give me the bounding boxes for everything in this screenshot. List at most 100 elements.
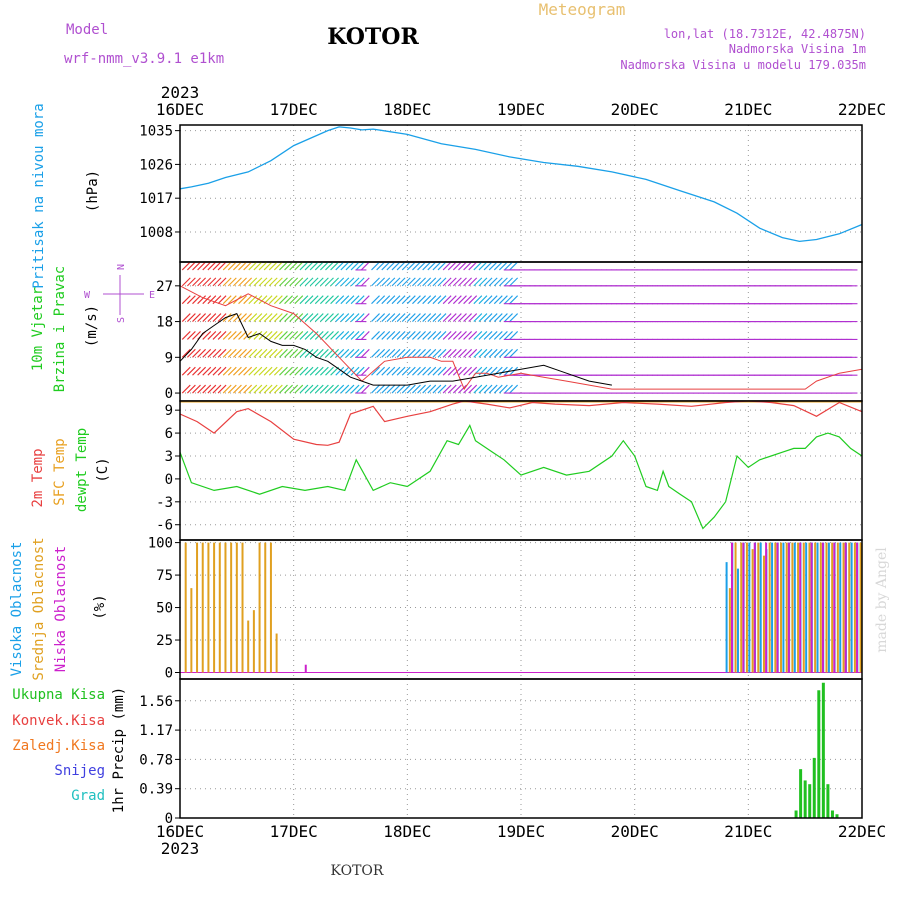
wind-barb bbox=[268, 366, 278, 376]
wind-barb bbox=[406, 384, 416, 394]
wind-barb bbox=[238, 261, 247, 271]
wind-barb bbox=[263, 261, 273, 271]
wind-barb bbox=[468, 331, 478, 340]
y-tick-label: 27 bbox=[156, 279, 173, 295]
wind-barb bbox=[309, 366, 319, 376]
wind-barb bbox=[273, 366, 283, 376]
wind-barb bbox=[268, 261, 278, 271]
wind-barb bbox=[294, 348, 304, 358]
wind-barb bbox=[350, 313, 360, 322]
wind-barb bbox=[427, 295, 437, 305]
wind-barb bbox=[422, 384, 432, 394]
wind-barb bbox=[458, 331, 467, 340]
wind-barb bbox=[202, 384, 212, 394]
wind-barb bbox=[412, 384, 421, 394]
y-tick-label: -6 bbox=[156, 518, 173, 534]
y-tick-label: 0 bbox=[165, 811, 173, 827]
wind-barb bbox=[396, 261, 406, 271]
wind-barb bbox=[279, 384, 288, 394]
wind-barb bbox=[488, 348, 498, 358]
wind-barb bbox=[197, 277, 207, 287]
wind-barb bbox=[294, 366, 304, 376]
wind-barb bbox=[186, 331, 196, 340]
x-tick-label-top: 20DEC bbox=[611, 100, 659, 119]
wind-barb bbox=[442, 295, 452, 305]
wind-barb bbox=[391, 366, 401, 376]
y-tick-label: 1035 bbox=[139, 124, 173, 140]
wind-barb bbox=[376, 277, 386, 287]
wind-barb bbox=[197, 313, 207, 322]
wind-barb bbox=[330, 277, 339, 287]
wind-barb bbox=[406, 348, 416, 358]
wind-barb bbox=[473, 277, 483, 287]
wind-barb bbox=[483, 295, 493, 305]
wind-ylabel-2: Brzina i Pravac bbox=[52, 266, 68, 392]
wind-barb bbox=[458, 261, 467, 271]
wind-speed-line bbox=[179, 312, 612, 386]
wind-barb bbox=[381, 366, 391, 376]
cloud-panel: 0 25 50 75 100 bbox=[148, 536, 863, 682]
wind-barb bbox=[192, 366, 201, 376]
wind-compass: N S W E bbox=[84, 264, 155, 323]
wind-barb bbox=[273, 348, 283, 358]
wind-barb bbox=[478, 348, 488, 358]
wind-barb bbox=[401, 313, 411, 322]
wind-barb bbox=[309, 384, 319, 394]
wind-barb bbox=[355, 261, 365, 271]
wind-barb bbox=[192, 331, 201, 340]
wind-barb bbox=[207, 277, 217, 287]
temp-unit: (C) bbox=[95, 457, 111, 482]
wind-barb bbox=[504, 348, 513, 358]
wind-barb bbox=[396, 348, 406, 358]
wind-barb bbox=[371, 366, 380, 376]
wind-barb bbox=[248, 313, 258, 322]
x-tick-label-bottom: 21DEC bbox=[724, 822, 772, 841]
wind-barb bbox=[192, 384, 201, 394]
wind-barb bbox=[458, 313, 467, 322]
pressure-unit: (hPa) bbox=[85, 170, 101, 212]
wind-barb bbox=[217, 384, 227, 394]
wind-barb bbox=[468, 348, 478, 358]
compass-west-label: W bbox=[84, 290, 91, 301]
wind-barb bbox=[371, 261, 380, 271]
y-tick-label: 3 bbox=[165, 449, 173, 465]
wind-barb bbox=[330, 384, 339, 394]
wind-barb bbox=[412, 261, 421, 271]
wind-barb bbox=[488, 313, 498, 322]
wind-barb bbox=[340, 384, 350, 394]
wind-barb bbox=[376, 295, 386, 305]
wind-unit: (m/s) bbox=[84, 305, 100, 347]
wind-barb bbox=[345, 313, 355, 322]
wind-barb bbox=[422, 313, 432, 322]
wind-barb bbox=[401, 366, 411, 376]
wind-barb bbox=[406, 331, 416, 340]
wind-barb bbox=[263, 313, 273, 322]
wind-barb bbox=[422, 331, 432, 340]
precip-ylabel: 1hr Precip (mm) bbox=[111, 687, 127, 813]
wind-barb bbox=[227, 331, 237, 340]
wind-barb bbox=[309, 261, 319, 271]
y-tick-label: 6 bbox=[165, 426, 173, 442]
wind-barb bbox=[248, 261, 258, 271]
wind-barb bbox=[309, 277, 319, 287]
wind-barb bbox=[248, 366, 258, 376]
wind-barb bbox=[417, 295, 426, 305]
wind-barb bbox=[350, 277, 360, 287]
wind-barb bbox=[314, 366, 324, 376]
wind-barb bbox=[263, 384, 273, 394]
bottom-year-label: 2023 bbox=[161, 839, 200, 858]
wind-barb bbox=[463, 366, 472, 376]
y-tick-label: 0 bbox=[165, 472, 173, 488]
wind-barb bbox=[427, 348, 437, 358]
wind-barb bbox=[396, 366, 406, 376]
wind-barb bbox=[181, 313, 191, 322]
wind-barb bbox=[360, 261, 370, 271]
wind-barb bbox=[371, 331, 380, 340]
wind-barb bbox=[238, 295, 247, 305]
wind-barb bbox=[386, 261, 396, 271]
wind-barb bbox=[289, 261, 299, 271]
wind-barb bbox=[294, 384, 304, 394]
wind-barb bbox=[350, 331, 360, 340]
wind-barb bbox=[197, 366, 207, 376]
